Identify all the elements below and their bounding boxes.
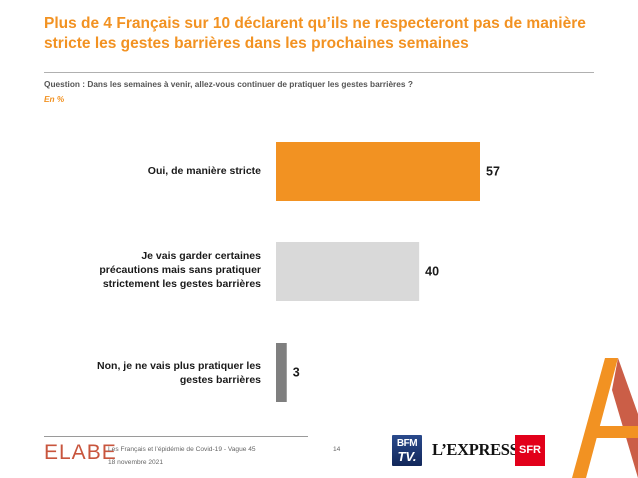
value-label-2: 3 <box>293 366 300 380</box>
category-label-0: Oui, de manière stricte <box>147 165 261 177</box>
lexpress-logo: L’EXPRESS <box>432 440 519 459</box>
question-text: Question : Dans les semaines à venir, al… <box>44 79 413 89</box>
footer-divider <box>44 436 308 437</box>
bar-2 <box>276 343 287 402</box>
bfmtv-logo: BFM TV. <box>392 435 422 466</box>
elabe-a-logo-icon <box>572 358 638 478</box>
page-number: 14 <box>333 446 341 453</box>
bfm-logo-bottom: TV. <box>397 449 417 464</box>
page-title: Plus de 4 Français sur 10 déclarent qu’i… <box>44 15 586 52</box>
bar-1 <box>276 242 420 301</box>
sfr-logo: SFR <box>515 435 545 466</box>
footer-date: 18 novembre 2021 <box>108 459 163 466</box>
title-divider <box>44 72 594 73</box>
bfm-logo-top: BFM <box>396 438 418 449</box>
bar-0 <box>276 142 480 201</box>
value-label-1: 40 <box>425 265 439 279</box>
footer-study-title: Les Français et l’épidémie de Covid-19 -… <box>108 446 256 453</box>
value-label-0: 57 <box>486 165 500 179</box>
elabe-logo: ELABE <box>44 441 117 464</box>
category-label-2: Non, je ne vais plus pratiquer les geste… <box>97 360 261 386</box>
unit-label: En % <box>44 94 65 104</box>
category-label-1: Je vais garder certaines précautions mai… <box>99 250 261 290</box>
